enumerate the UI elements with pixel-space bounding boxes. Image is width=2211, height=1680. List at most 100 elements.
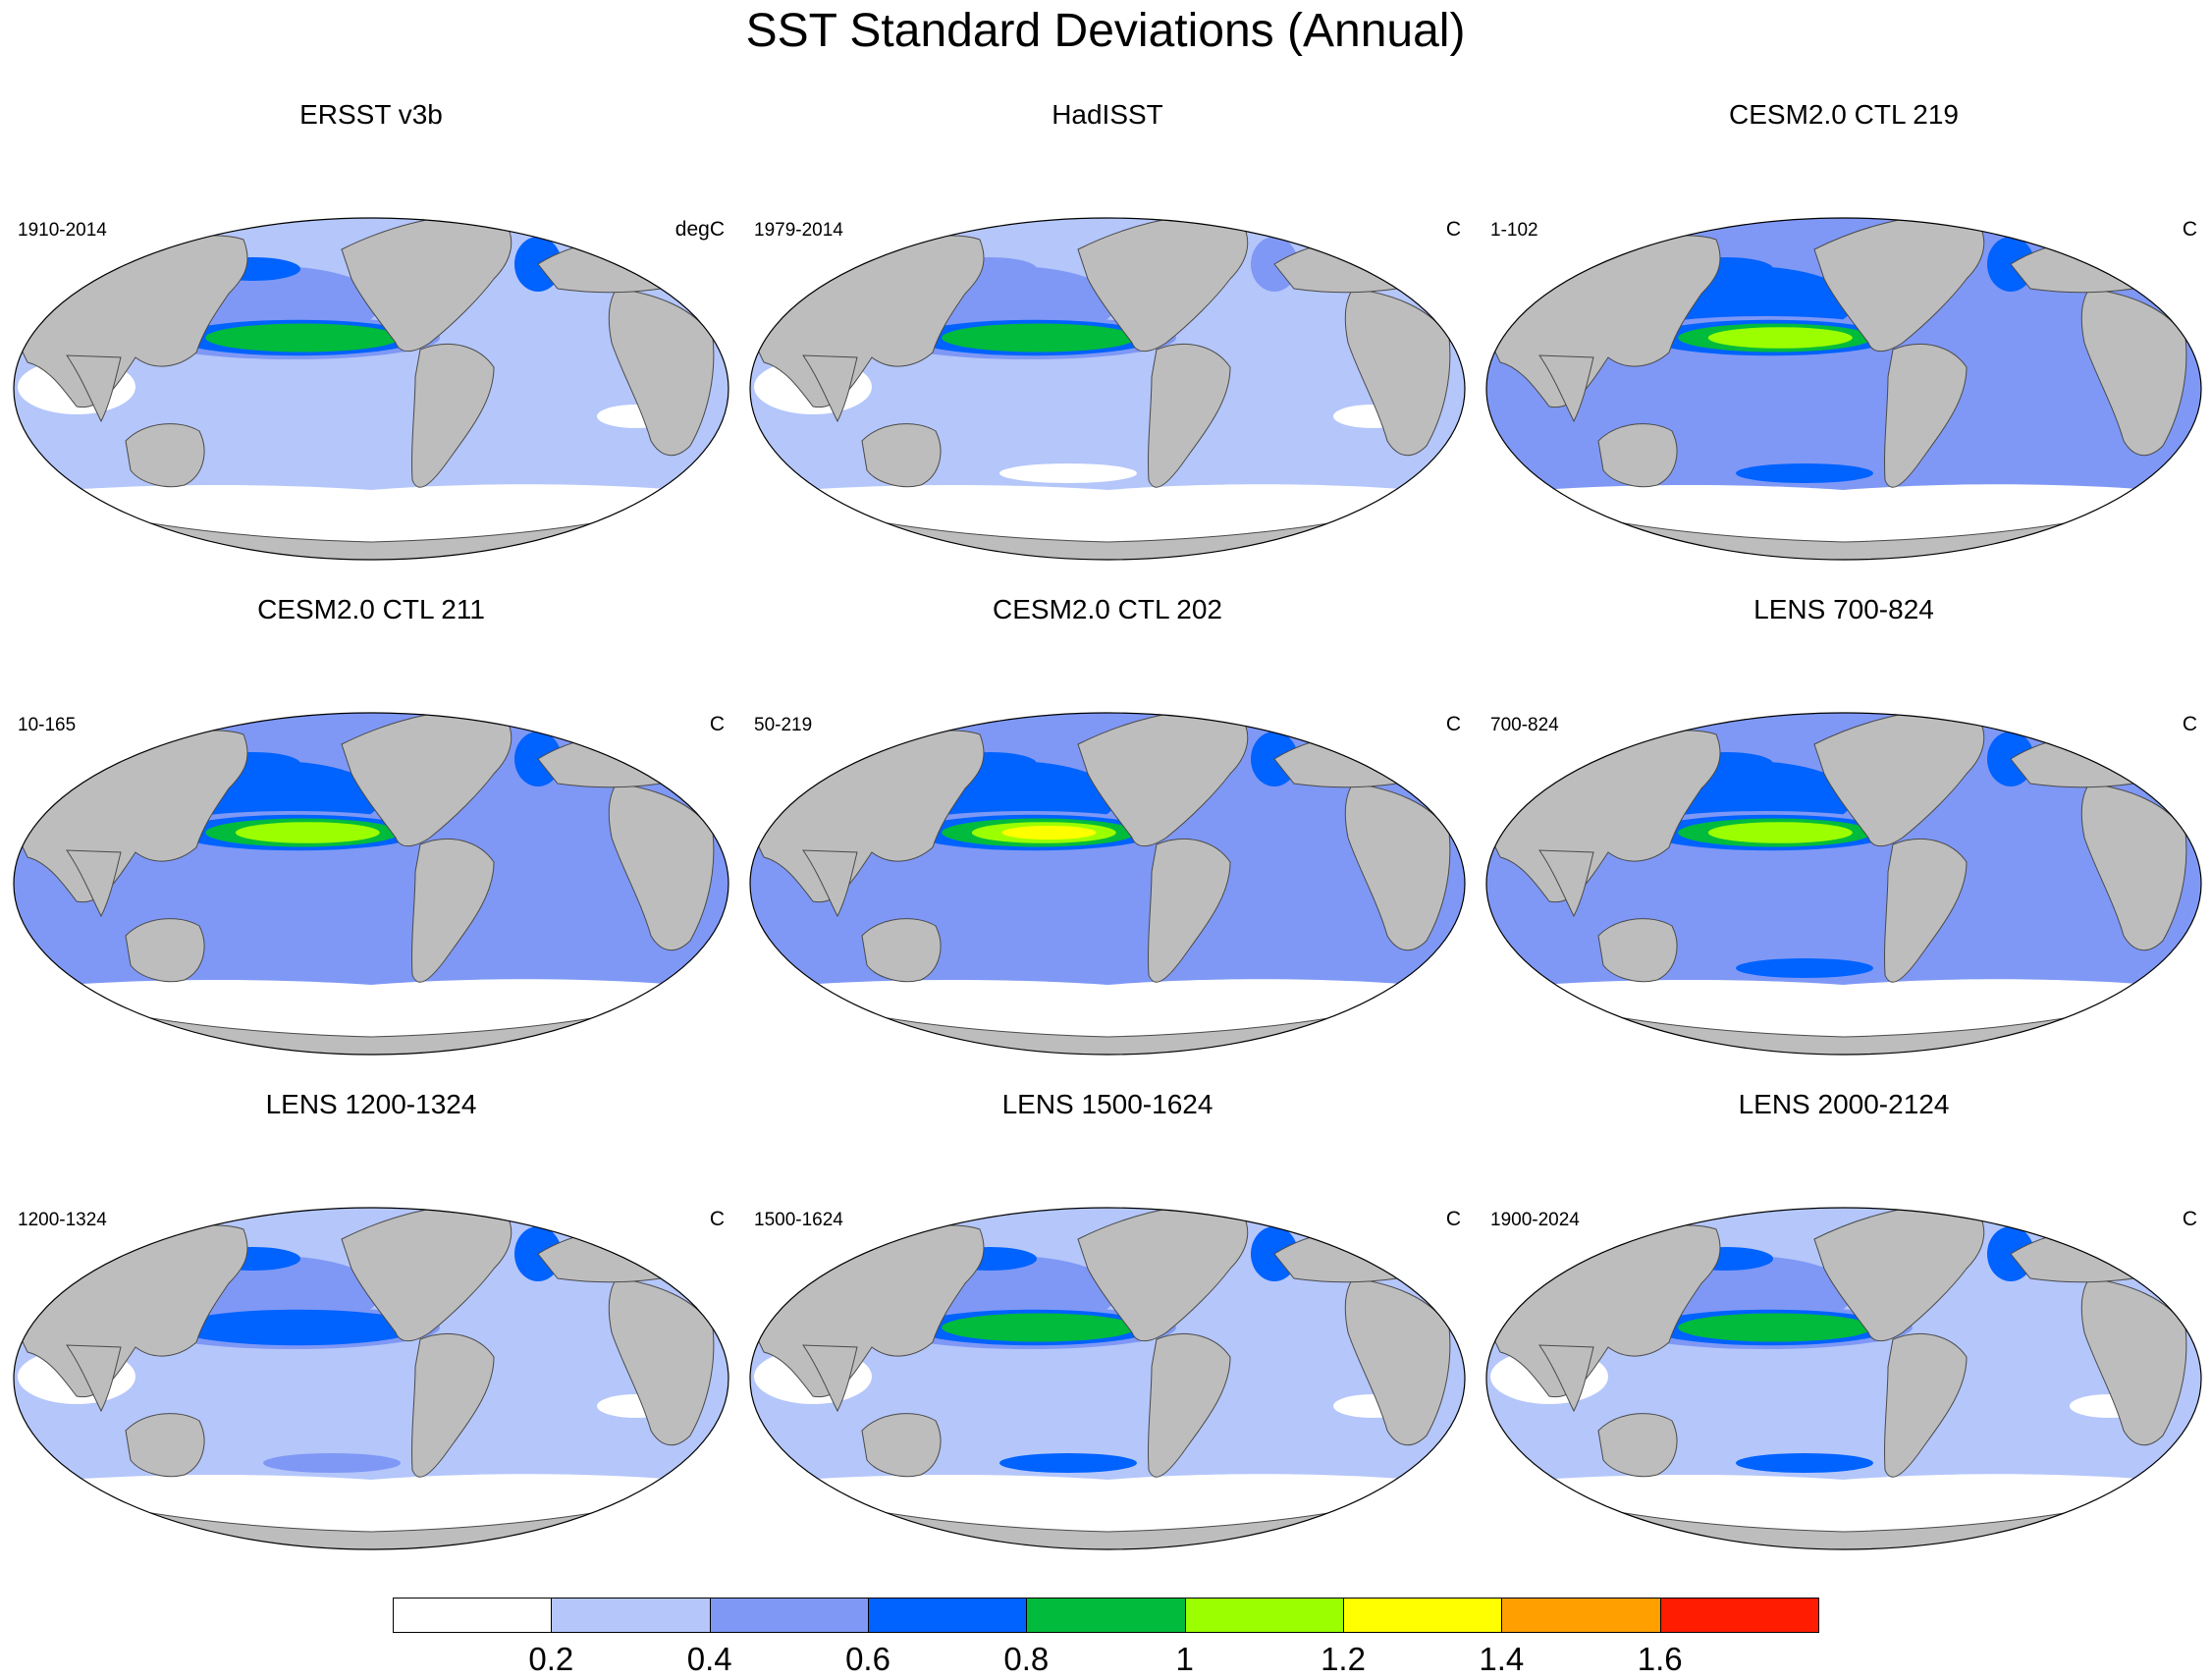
australia-land (125, 918, 205, 983)
map-field (1486, 1208, 2201, 1549)
colorbar-box (1026, 1598, 1186, 1633)
map-field (750, 1208, 1465, 1549)
australia-land (1597, 1413, 1678, 1478)
colorbar-tick-label: 1.6 (1637, 1641, 1683, 1677)
southern-ocean-band (999, 958, 1137, 978)
map-plot (1485, 1207, 2202, 1550)
map-border (13, 1207, 729, 1550)
south-america-land (1148, 838, 1231, 983)
colorbar-box (1501, 1598, 1661, 1633)
map-field (1486, 713, 2201, 1055)
map-plot (749, 217, 1466, 561)
colorbar-tick-label: 1.2 (1321, 1641, 1366, 1677)
map-plot (749, 1207, 1466, 1550)
panel-units-label: C (2182, 713, 2197, 735)
australia-land (861, 918, 942, 983)
map-panel: CESM2.0 CTL 211 10-165 C (8, 587, 734, 1098)
map-plot (13, 712, 729, 1056)
map-field (1486, 218, 2201, 560)
map-border (1485, 1207, 2202, 1550)
southern-ocean-band (1736, 958, 1873, 978)
map-border (13, 712, 729, 1056)
enso-tongue (1707, 822, 1853, 843)
panel-period-label: 10-165 (18, 715, 77, 735)
enso-tongue (1001, 825, 1097, 840)
colorbar-box (393, 1598, 553, 1633)
south-america-land (1884, 838, 1968, 983)
map-border (13, 217, 729, 561)
map-border (749, 1207, 1466, 1550)
enso-tongue (175, 1309, 420, 1346)
enso-tongue (942, 1313, 1137, 1342)
map-plot (13, 1207, 729, 1550)
colorbar-tick-label: 0.2 (528, 1641, 574, 1677)
panel-period-label: 1900-2024 (1490, 1210, 1580, 1230)
map-panel: CESM2.0 CTL 202 50-219 C (744, 587, 1471, 1098)
india-land (66, 1344, 122, 1413)
colorbar-tick-label: 0.6 (845, 1641, 890, 1677)
panel-title: LENS 1200-1324 (265, 1089, 477, 1119)
colorbar-tick-label: 1 (1175, 1641, 1194, 1677)
panel-title: ERSST v3b (299, 99, 443, 130)
panel-title: LENS 1500-1624 (1001, 1089, 1213, 1119)
south-america-land (411, 838, 495, 983)
map-plot (13, 217, 729, 561)
colorbar-tick-label: 0.4 (686, 1641, 732, 1677)
panel-units-label: C (2182, 1208, 2197, 1230)
panel-period-label: 700-824 (1490, 715, 1559, 735)
panel-period-label: 50-219 (754, 715, 813, 735)
enso-tongue (235, 822, 380, 843)
india-land (802, 1344, 858, 1413)
greenland-land (1288, 218, 1374, 245)
greenland-land (552, 1208, 637, 1235)
map-plot (1485, 217, 2202, 561)
greenland-land (1288, 1208, 1374, 1235)
panel-units-label: C (709, 713, 725, 735)
southern-ocean-band (999, 463, 1137, 483)
greenland-land (552, 218, 637, 245)
india-land (1538, 1344, 1594, 1413)
greenland-land (2024, 1208, 2110, 1235)
map-field (14, 218, 728, 560)
india-land (66, 354, 122, 423)
southern-ocean-band (263, 463, 401, 483)
north-america-land (1813, 713, 1985, 847)
india-land (802, 354, 858, 423)
south-america-land (1148, 1332, 1231, 1478)
map-panel: ERSST v3b 1910-2014 degC (8, 92, 734, 603)
australia-land (861, 1413, 942, 1478)
north-america-land (1813, 218, 1985, 352)
india-land (1538, 849, 1594, 918)
panel-title: CESM2.0 CTL 211 (257, 594, 485, 624)
panel-title: HadISST (1052, 99, 1163, 130)
map-border (749, 217, 1466, 561)
south-america-land (411, 343, 495, 488)
north-america-land (1077, 1208, 1249, 1342)
map-border (1485, 712, 2202, 1056)
panel-title: LENS 2000-2124 (1738, 1089, 1950, 1119)
panel-period-label: 1979-2014 (754, 220, 843, 241)
australia-land (125, 1413, 205, 1478)
map-field (750, 713, 1465, 1055)
colorbar (393, 1598, 1819, 1635)
australia-land (125, 423, 205, 488)
map-field (14, 713, 728, 1055)
panel-period-label: 1910-2014 (18, 220, 107, 241)
enso-tongue (1678, 1313, 1873, 1342)
south-america-land (1884, 343, 1968, 488)
panel-period-label: 1500-1624 (754, 1210, 843, 1230)
greenland-land (2024, 713, 2110, 740)
map-panel: HadISST 1979-2014 C (744, 92, 1471, 603)
north-america-land (1813, 1208, 1985, 1342)
figure-title: SST Standard Deviations (Annual) (745, 5, 1466, 57)
panel-units-label: C (1445, 1208, 1461, 1230)
north-america-land (341, 218, 512, 352)
panel-units-label: C (2182, 218, 2197, 241)
panel-units-label: C (709, 1208, 725, 1230)
map-plot (749, 712, 1466, 1056)
southern-ocean-band (263, 958, 401, 978)
map-border (749, 712, 1466, 1056)
panel-title: CESM2.0 CTL 219 (1729, 99, 1959, 130)
enso-tongue (205, 323, 401, 352)
